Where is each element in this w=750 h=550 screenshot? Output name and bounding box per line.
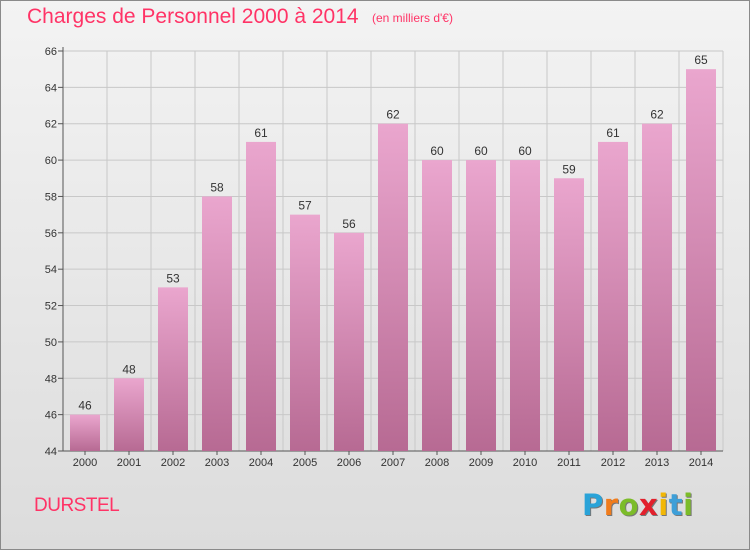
data-label-2006: 56 [342, 217, 356, 231]
bar-2006 [334, 232, 364, 451]
bar-2000 [70, 414, 100, 451]
proxiti-logo: Proxiti [582, 488, 694, 522]
logo-letter: i [658, 488, 669, 522]
y-tick-label: 64 [45, 82, 57, 94]
x-tick-label-2000: 2000 [73, 457, 97, 469]
logo-letter: i [683, 488, 694, 522]
data-label-2001: 48 [122, 362, 136, 376]
x-tick-label-2003: 2003 [205, 457, 229, 469]
y-tick-label: 46 [45, 410, 57, 422]
bar-2008 [422, 160, 452, 451]
logo-letter: r [603, 488, 619, 522]
bar-2001 [114, 378, 144, 451]
y-tick-label: 56 [45, 228, 57, 240]
bar-2002 [158, 287, 188, 451]
y-tick-label: 66 [45, 46, 57, 58]
x-tick-label-2011: 2011 [557, 457, 581, 469]
x-tick-label-2004: 2004 [249, 457, 273, 469]
data-label-2005: 57 [298, 199, 312, 213]
bar-2004 [246, 141, 276, 451]
chart-subtitle: (en milliers d'€) [372, 11, 453, 25]
bars [70, 69, 716, 452]
data-label-2002: 53 [166, 271, 180, 285]
logo-letter: x [639, 488, 659, 522]
y-tick-label: 44 [45, 446, 57, 458]
location-name: DURSTEL [34, 495, 120, 516]
x-tick-label-2001: 2001 [117, 457, 141, 469]
x-tick-label-2014: 2014 [689, 457, 713, 469]
data-label-2013: 62 [650, 108, 664, 122]
bar-2011 [554, 178, 584, 452]
y-tick-label: 50 [45, 337, 57, 349]
data-label-2014: 65 [694, 53, 708, 67]
y-tick-label: 54 [45, 264, 57, 276]
bar-2013 [642, 123, 672, 452]
data-label-2011: 59 [562, 162, 576, 176]
bar-2012 [598, 141, 628, 451]
y-tick-label: 60 [45, 155, 57, 167]
y-tick-label: 58 [45, 191, 57, 203]
y-tick-label: 52 [45, 301, 57, 313]
data-label-2012: 61 [606, 126, 620, 140]
bar-2003 [202, 196, 232, 451]
logo-letter: o [618, 488, 640, 522]
data-label-2009: 60 [474, 144, 488, 158]
data-label-2004: 61 [254, 126, 268, 140]
logo-letter: P [582, 488, 604, 522]
logo-letter: t [668, 488, 684, 522]
x-tick-label-2007: 2007 [381, 457, 405, 469]
x-tick-label-2006: 2006 [337, 457, 361, 469]
chart-title: Charges de Personnel 2000 à 2014 [27, 5, 359, 28]
bar-2014 [686, 69, 716, 451]
x-tick-label-2008: 2008 [425, 457, 449, 469]
x-tick-label-2002: 2002 [161, 457, 185, 469]
data-label-2007: 62 [386, 108, 400, 122]
data-label-2000: 46 [78, 399, 92, 413]
x-tick-label-2010: 2010 [513, 457, 537, 469]
x-tick-label-2009: 2009 [469, 457, 493, 469]
y-tick-label: 48 [45, 373, 57, 385]
x-tick-label-2013: 2013 [645, 457, 669, 469]
data-label-2010: 60 [518, 144, 532, 158]
bar-2005 [290, 214, 320, 451]
x-tick-label-2005: 2005 [293, 457, 317, 469]
x-tick-label-2012: 2012 [601, 457, 625, 469]
bar-2007 [378, 123, 408, 452]
data-label-2008: 60 [430, 144, 444, 158]
y-tick-label: 62 [45, 119, 57, 131]
data-label-2003: 58 [210, 180, 224, 194]
labels: 44 46 48 50 52 54 56 58 60 62 64 66 46 2000 48 2001 53 20… [45, 46, 713, 469]
bar-2009 [466, 160, 496, 451]
bar-2010 [510, 160, 540, 451]
